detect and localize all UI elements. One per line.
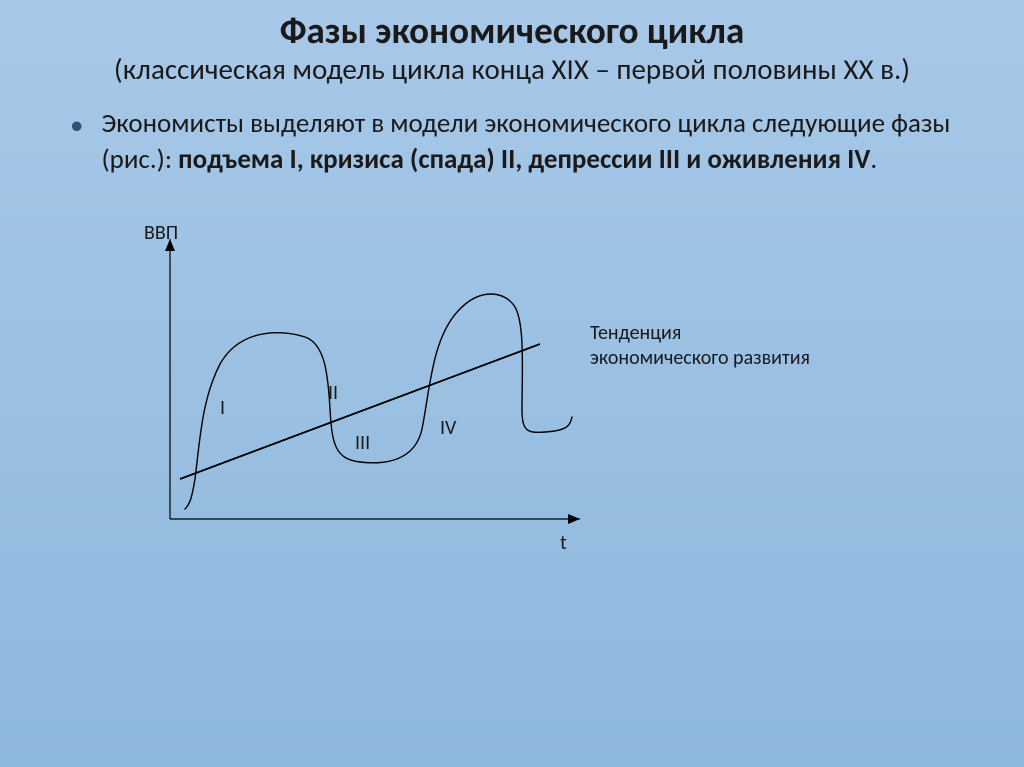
bullet-item: • Экономисты выделяют в модели экономиче… bbox=[40, 106, 984, 179]
slide-title: Фазы экономического цикла (классическая … bbox=[40, 10, 984, 86]
bullet-marker-icon: • bbox=[70, 108, 83, 144]
x-axis-label: t bbox=[560, 531, 567, 555]
x-axis-arrow-icon bbox=[568, 514, 580, 524]
slide: Фазы экономического цикла (классическая … bbox=[0, 0, 1024, 767]
chart-container: ВВПtТенденцияэкономического развитияIIII… bbox=[40, 209, 984, 569]
title-main: Фазы экономического цикла bbox=[40, 10, 984, 53]
bullet-text: Экономисты выделяют в модели экономическ… bbox=[101, 106, 954, 179]
phase-label-2: II bbox=[328, 381, 338, 405]
y-axis-label: ВВП bbox=[144, 221, 178, 245]
bullet-text-bold: подъема I, кризиса (спада) II, депрессии… bbox=[178, 143, 870, 176]
phase-label-1: I bbox=[220, 396, 225, 420]
trend-label-line2: экономического развития bbox=[590, 346, 810, 370]
phase-label-4: IV bbox=[440, 416, 457, 440]
cycle-curve bbox=[185, 294, 572, 509]
phase-label-3: III bbox=[355, 431, 370, 455]
trend-line bbox=[180, 344, 540, 479]
bullet-text-trail: . bbox=[870, 143, 877, 176]
title-subtitle: (классическая модель цикла конца XIX – п… bbox=[40, 53, 984, 86]
economic-cycle-chart: ВВПtТенденцияэкономического развитияIIII… bbox=[110, 209, 870, 569]
trend-label-line1: Тенденция bbox=[590, 321, 681, 345]
